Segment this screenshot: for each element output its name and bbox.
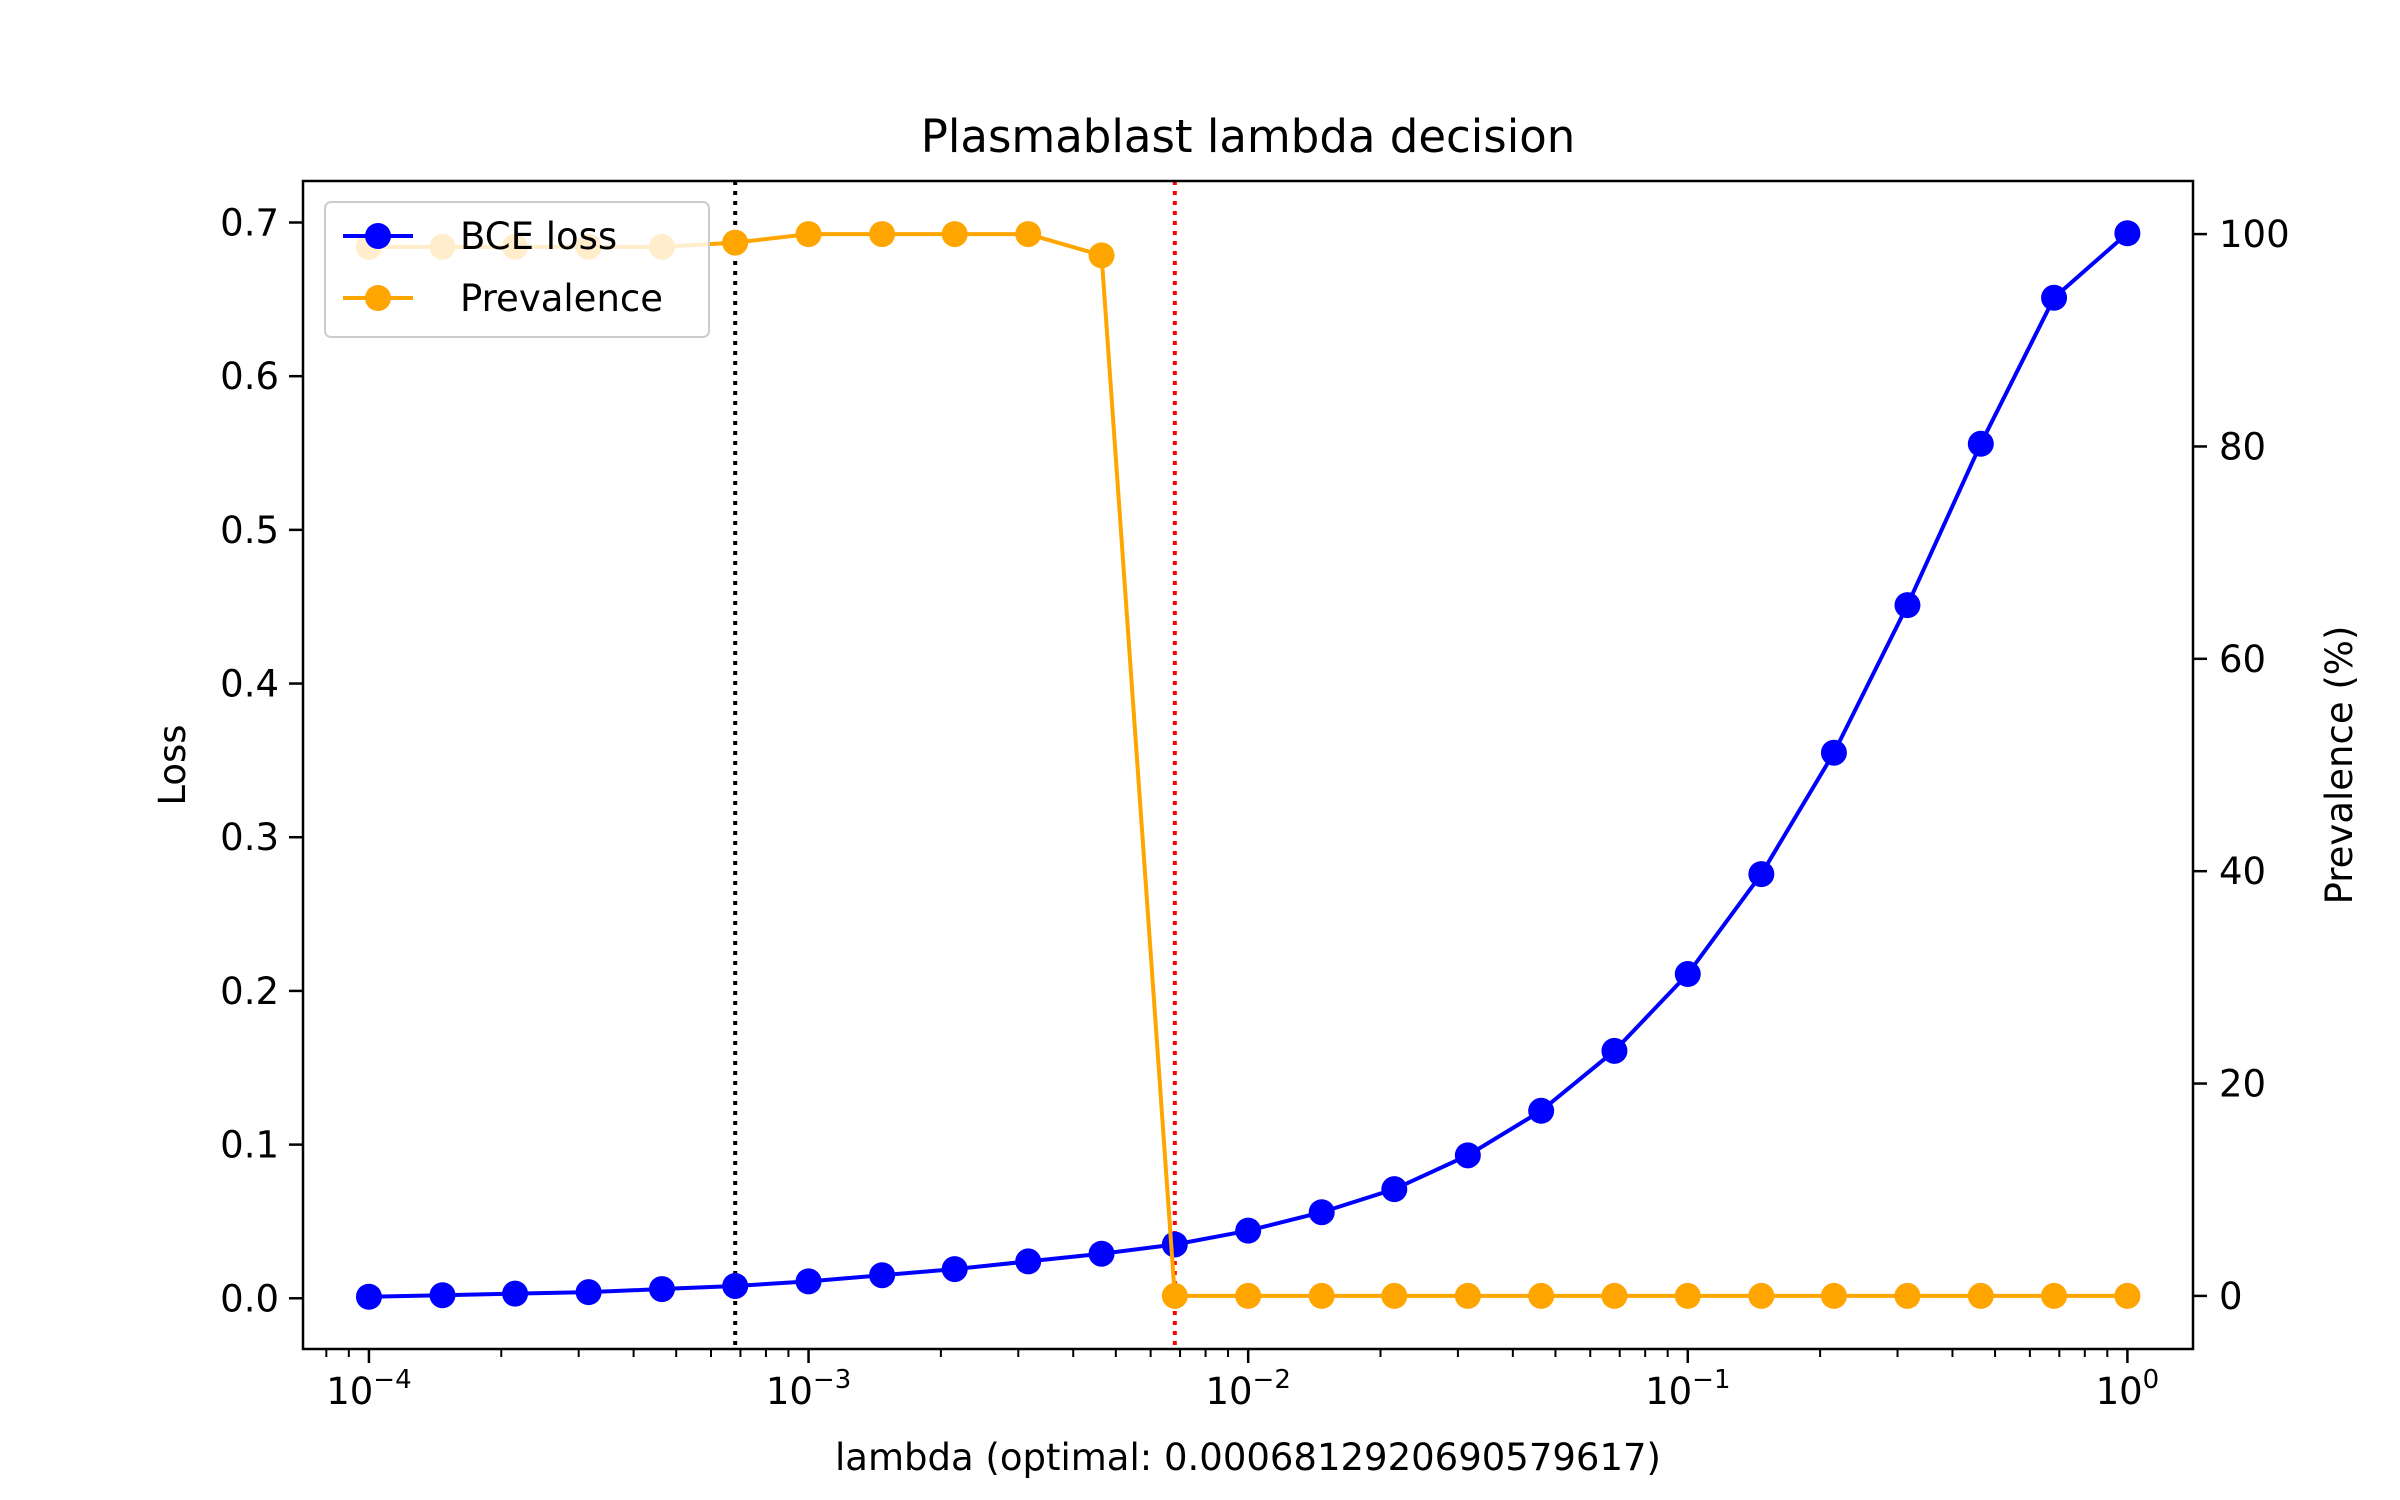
y-right-tick-label: 20: [2219, 1063, 2266, 1106]
data-point-bce-loss: [355, 1283, 382, 1310]
y-right-tick-label: 100: [2219, 213, 2290, 256]
data-point-prevalence: [1161, 1282, 1188, 1309]
y-left-tick-label: 0.5: [220, 509, 279, 552]
data-point-prevalence: [795, 221, 822, 248]
legend-label-bce-loss: BCE loss: [460, 215, 617, 258]
data-point-prevalence: [1308, 1282, 1335, 1309]
data-point-bce-loss: [1820, 739, 1847, 766]
series-line-prevalence: [368, 232, 2128, 1298]
data-point-prevalence: [1674, 1282, 1701, 1309]
data-point-prevalence: [1015, 221, 1042, 248]
data-point-prevalence: [1894, 1282, 1921, 1309]
data-point-prevalence: [1820, 1282, 1847, 1309]
y-left-tick-label: 0.0: [220, 1277, 279, 1320]
legend: BCE loss Prevalence: [324, 201, 710, 338]
y-left-tick-label: 0.3: [220, 816, 279, 859]
data-point-bce-loss: [795, 1268, 822, 1295]
data-point-bce-loss: [1894, 592, 1921, 619]
plot-area: [355, 181, 2141, 1349]
y-left-tick-label: 0.4: [220, 663, 279, 706]
data-point-bce-loss: [1454, 1142, 1481, 1169]
data-point-bce-loss: [1528, 1097, 1555, 1124]
y-left-tick-label: 0.6: [220, 355, 279, 398]
data-point-prevalence: [869, 221, 896, 248]
data-point-prevalence: [2114, 1282, 2141, 1309]
data-point-bce-loss: [2114, 220, 2141, 247]
data-point-prevalence: [1748, 1282, 1775, 1309]
y-left-tick-label: 0.7: [220, 201, 279, 244]
data-point-bce-loss: [869, 1262, 896, 1289]
y-axis-right-label: Prevalence (%): [2318, 626, 2361, 905]
plot-frame: [301, 179, 2195, 1351]
data-point-bce-loss: [1088, 1240, 1115, 1267]
x-tick-label: 10−1: [1645, 1365, 1730, 1413]
data-point-bce-loss: [648, 1276, 675, 1303]
y-axis-left-label: Loss: [151, 724, 194, 805]
data-point-bce-loss: [1235, 1217, 1262, 1244]
data-point-bce-loss: [1015, 1248, 1042, 1275]
data-point-prevalence: [2041, 1282, 2068, 1309]
data-point-bce-loss: [429, 1282, 456, 1309]
data-point-prevalence: [1601, 1282, 1628, 1309]
y-left-tick-label: 0.1: [220, 1124, 279, 1167]
data-point-prevalence: [941, 221, 968, 248]
x-axis: 10−4 10−3 10−2 10−1 100: [325, 1349, 2160, 1413]
data-point-prevalence: [1381, 1282, 1408, 1309]
data-point-bce-loss: [941, 1256, 968, 1283]
data-point-bce-loss: [1967, 430, 1994, 457]
data-point-bce-loss: [575, 1279, 602, 1306]
y-axis-left: 0.0 0.1 0.2 0.3 0.4 0.5 0.6 0.7: [220, 201, 303, 1320]
legend-marker-bce-loss: [365, 223, 391, 249]
x-axis-label: lambda (optimal: 0.0006812920690579617): [835, 1436, 1661, 1479]
legend-label-prevalence: Prevalence: [460, 277, 663, 320]
series-line-bce-loss: [368, 231, 2129, 1299]
x-tick-label: 10−4: [326, 1365, 411, 1413]
legend-box: [324, 201, 710, 338]
data-point-bce-loss: [2041, 284, 2068, 311]
data-point-prevalence: [1235, 1282, 1262, 1309]
data-point-bce-loss: [1308, 1199, 1335, 1226]
x-tick-label: 10−3: [766, 1365, 851, 1413]
data-point-prevalence: [1967, 1282, 1994, 1309]
x-tick-label: 100: [2096, 1365, 2160, 1413]
data-point-bce-loss: [1601, 1037, 1628, 1064]
y-right-tick-label: 0: [2219, 1275, 2243, 1318]
data-point-bce-loss: [1161, 1231, 1188, 1258]
data-point-prevalence: [722, 229, 749, 256]
y-right-tick-label: 60: [2219, 638, 2266, 681]
y-axis-right: 0 20 40 60 80 100: [2193, 213, 2290, 1318]
y-right-tick-label: 40: [2219, 850, 2266, 893]
data-point-bce-loss: [502, 1280, 529, 1307]
data-point-prevalence: [1528, 1282, 1555, 1309]
data-point-bce-loss: [1748, 861, 1775, 888]
data-point-prevalence: [1088, 242, 1115, 269]
y-left-tick-label: 0.2: [220, 970, 279, 1013]
y-right-tick-label: 80: [2219, 425, 2266, 468]
chart-title: Plasmablast lambda decision: [921, 110, 1576, 163]
x-tick-label: 10−2: [1205, 1365, 1290, 1413]
data-point-bce-loss: [1674, 961, 1701, 988]
legend-marker-prevalence: [365, 285, 391, 311]
data-point-prevalence: [1454, 1282, 1481, 1309]
data-point-bce-loss: [722, 1272, 749, 1299]
data-point-bce-loss: [1381, 1176, 1408, 1203]
